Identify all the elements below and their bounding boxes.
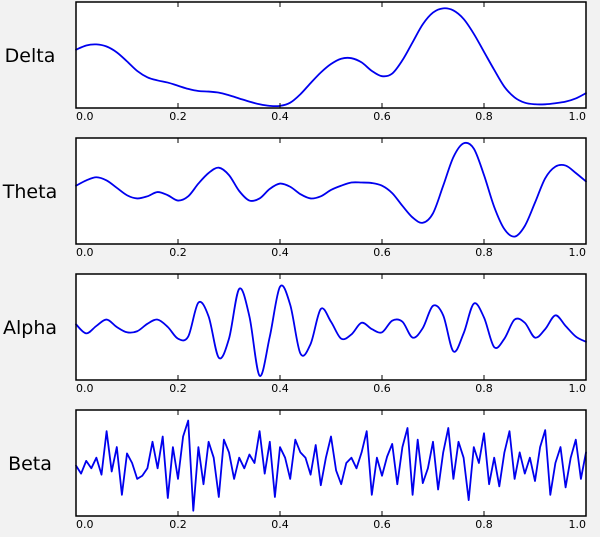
delta-xtick-label-2: 0.4 [271,110,289,123]
beta-xtick-label-2: 0.4 [271,518,289,531]
alpha-panel-label: Alpha [3,317,57,339]
delta-xtick-label-3: 0.6 [373,110,391,123]
theta-xtick-label-4: 0.8 [475,246,493,259]
delta-axes-frame [75,1,587,109]
theta-xtick-label-3: 0.6 [373,246,391,259]
beta-xtick-label-0: 0.0 [76,518,94,531]
alpha-xtick-label-2: 0.4 [271,382,289,395]
delta-series-line-0 [75,7,587,108]
beta-xtick-label-3: 0.6 [373,518,391,531]
alpha-panel: 0.0 0.2 0.4 0.6 0.8 1.0 Alpha [3,273,587,395]
theta-xtick-label-1: 0.2 [169,246,187,259]
beta-series-line-0 [75,419,587,512]
beta-axes-frame [75,409,587,517]
beta-plot-area [76,410,586,516]
theta-panel-label: Theta [2,181,57,203]
theta-xtick-label-2: 0.4 [271,246,289,259]
delta-plot-area [76,2,586,108]
alpha-plot-area [76,274,586,380]
delta-xtick-label-4: 0.8 [475,110,493,123]
alpha-series-line-0 [75,284,587,377]
alpha-xtick-label-4: 0.8 [475,382,493,395]
delta-xtick-label-1: 0.2 [169,110,187,123]
theta-plot-area [76,138,586,244]
beta-panel-label: Beta [8,453,52,475]
delta-panel-label: Delta [5,45,56,67]
theta-panel: 0.0 0.2 0.4 0.6 0.8 1.0 Theta [2,137,587,259]
alpha-axes-frame [75,273,587,381]
alpha-xtick-label-0: 0.0 [76,382,94,395]
theta-axes-frame [75,137,587,245]
beta-panel: 0.0 0.2 0.4 0.6 0.8 1.0 Beta [8,409,587,531]
theta-series-line-0 [75,141,587,238]
alpha-xtick-label-5: 1.0 [569,382,587,395]
alpha-xtick-label-3: 0.6 [373,382,391,395]
beta-xtick-label-4: 0.8 [475,518,493,531]
theta-xtick-label-5: 1.0 [569,246,587,259]
beta-xtick-label-5: 1.0 [569,518,587,531]
alpha-xtick-label-1: 0.2 [169,382,187,395]
delta-panel: 0.0 0.2 0.4 0.6 0.8 1.0 Delta [5,1,587,123]
theta-xtick-label-0: 0.0 [76,246,94,259]
delta-xtick-label-0: 0.0 [76,110,94,123]
beta-xtick-label-1: 0.2 [169,518,187,531]
delta-xtick-label-5: 1.0 [569,110,587,123]
